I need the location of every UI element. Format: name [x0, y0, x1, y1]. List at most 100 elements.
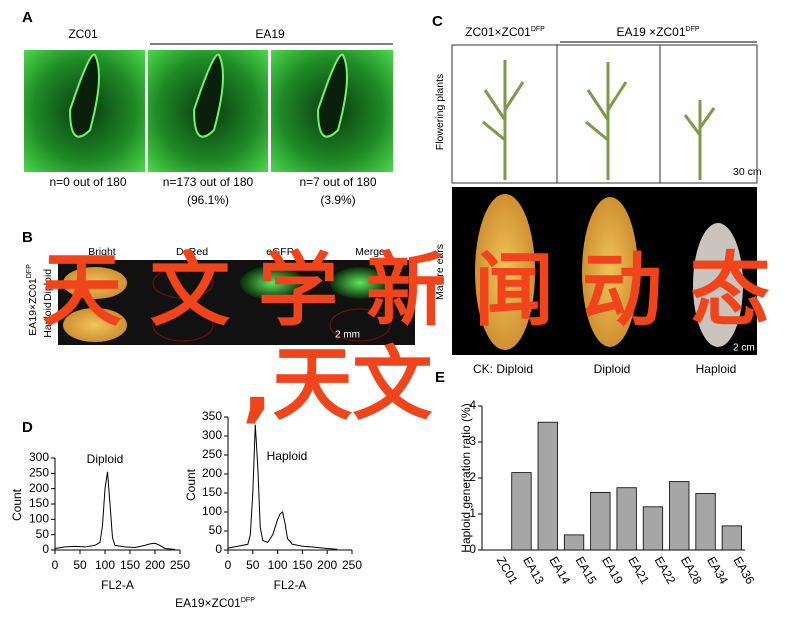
y-tick-label: 1: [469, 506, 476, 520]
ear: [475, 194, 535, 350]
x-tick-label: 200: [145, 558, 165, 572]
kernel: [329, 308, 391, 342]
panel-label: A: [22, 9, 33, 26]
histogram-line: [227, 424, 338, 550]
caption: Haploid: [696, 362, 737, 376]
x-tick-label: 0: [225, 558, 232, 572]
x-tick-label: EA34: [704, 554, 731, 587]
kernel: [152, 267, 214, 299]
ear: [693, 223, 743, 347]
plant: [482, 60, 716, 180]
kernel: [240, 266, 304, 300]
x-tick-label: 150: [120, 558, 140, 572]
x-tick-label: EA28: [678, 554, 705, 587]
chart-title: Diploid: [87, 452, 124, 466]
row-label: Haploid: [42, 302, 54, 338]
y-tick-label: 100: [202, 504, 222, 518]
y-axis-label: Haploid generation ratio (%): [459, 403, 473, 552]
x-axis-label: FL2-A: [101, 578, 134, 592]
x-tick-label: EA21: [625, 554, 652, 587]
x-tick-label: EA15: [573, 554, 600, 587]
y-tick-label: 0: [215, 542, 222, 556]
x-tick-label: EA36: [731, 554, 758, 587]
y-tick-label: 250: [202, 447, 222, 461]
kernel: [152, 308, 214, 342]
kernel: [63, 267, 127, 299]
panel-label: C: [432, 13, 443, 30]
cross-label: EA19×ZC01DFP: [175, 596, 255, 610]
plant-images: [451, 44, 758, 355]
bar: [695, 493, 716, 551]
panel-label: B: [22, 229, 33, 246]
y-tick-label: 250: [29, 466, 49, 480]
column-header: Bright: [88, 246, 116, 258]
column-header: Merge: [355, 246, 385, 258]
x-tick-label: 50: [73, 558, 87, 572]
header: EA19: [255, 27, 285, 41]
bar: [616, 487, 637, 551]
caption: (96.1%): [187, 193, 229, 207]
scale-label: 2 mm: [335, 330, 360, 341]
x-axis-label: FL2-A: [274, 578, 307, 592]
x-tick-label: 50: [246, 558, 260, 572]
y-axis-label: Count: [184, 468, 198, 501]
y-tick-label: 0: [42, 542, 49, 556]
x-tick-label: EA22: [652, 554, 679, 587]
panel-label: D: [22, 419, 33, 436]
scale-label: 2 cm: [733, 343, 755, 354]
row-label: Flowering plants: [434, 74, 446, 150]
panel-label: E: [435, 369, 445, 386]
y-tick-label: 350: [202, 409, 222, 423]
cross-label: EA19×ZC01DFP: [26, 264, 38, 336]
scale-label: 30 cm: [733, 166, 762, 178]
embryo-sac: [68, 53, 348, 138]
overlay-text: 天文学新闻动态: [42, 244, 770, 337]
x-tick-label: 0: [52, 558, 59, 572]
header: ZC01×ZC01DFP: [465, 25, 545, 39]
y-tick-label: 4: [469, 398, 476, 412]
ear: [582, 197, 638, 347]
caption: Diploid: [594, 362, 631, 376]
caption: n=0 out of 180: [49, 175, 126, 189]
column-header: DsRed: [176, 246, 208, 258]
bar: [511, 472, 532, 551]
y-tick-label: 50: [36, 527, 50, 541]
row-label: Diploid: [42, 269, 54, 301]
y-tick-label: 200: [29, 481, 49, 495]
fluorescence-images: [58, 260, 415, 345]
kernel: [330, 267, 390, 299]
x-tick-label: EA14: [546, 554, 573, 587]
y-tick-label: 150: [202, 485, 222, 499]
y-tick-label: 50: [209, 523, 223, 537]
header: EA19 ×ZC01DFP: [616, 25, 699, 39]
y-tick-label: 300: [202, 428, 222, 442]
kernel: [63, 308, 127, 342]
bar: [537, 421, 558, 551]
x-tick-label: ZC01: [494, 554, 521, 587]
bar: [563, 534, 585, 551]
y-tick-label: 300: [29, 450, 49, 464]
y-tick-label: 3: [469, 434, 476, 448]
y-tick-label: 2: [469, 470, 476, 484]
x-tick-label: 250: [342, 558, 362, 572]
histogram-line: [54, 471, 176, 550]
caption: n=7 out of 180: [299, 175, 376, 189]
chart-title: Haploid: [267, 449, 308, 463]
x-tick-label: 100: [95, 558, 115, 572]
x-tick-label: 150: [292, 558, 312, 572]
column-header: eGFP: [266, 246, 293, 258]
caption: n=173 out of 180: [163, 175, 254, 189]
y-tick-label: 0: [469, 542, 476, 556]
x-tick-label: EA13: [520, 554, 547, 587]
header: ZC01: [68, 27, 98, 41]
y-tick-label: 150: [29, 496, 49, 510]
micrographs: [24, 50, 393, 172]
bar: [721, 525, 742, 551]
caption: CK: Diploid: [473, 362, 533, 376]
x-tick-label: 100: [268, 558, 288, 572]
bar: [669, 481, 690, 551]
bar: [642, 506, 664, 551]
x-tick-label: 250: [170, 558, 190, 572]
